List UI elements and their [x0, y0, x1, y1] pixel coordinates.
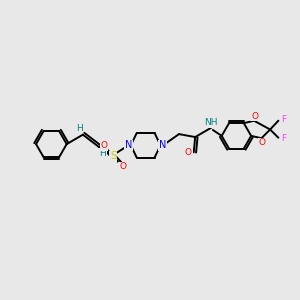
Text: O: O: [185, 148, 192, 157]
Text: N: N: [125, 140, 132, 150]
Text: O: O: [119, 162, 126, 171]
Text: O: O: [100, 141, 107, 150]
Text: N: N: [159, 140, 166, 150]
Text: NH: NH: [204, 118, 218, 127]
Text: F: F: [281, 134, 286, 143]
Text: S: S: [110, 152, 116, 161]
Text: O: O: [259, 138, 266, 147]
Text: H: H: [99, 149, 106, 158]
Text: H: H: [76, 124, 83, 133]
Text: F: F: [281, 115, 286, 124]
Text: O: O: [251, 112, 258, 121]
